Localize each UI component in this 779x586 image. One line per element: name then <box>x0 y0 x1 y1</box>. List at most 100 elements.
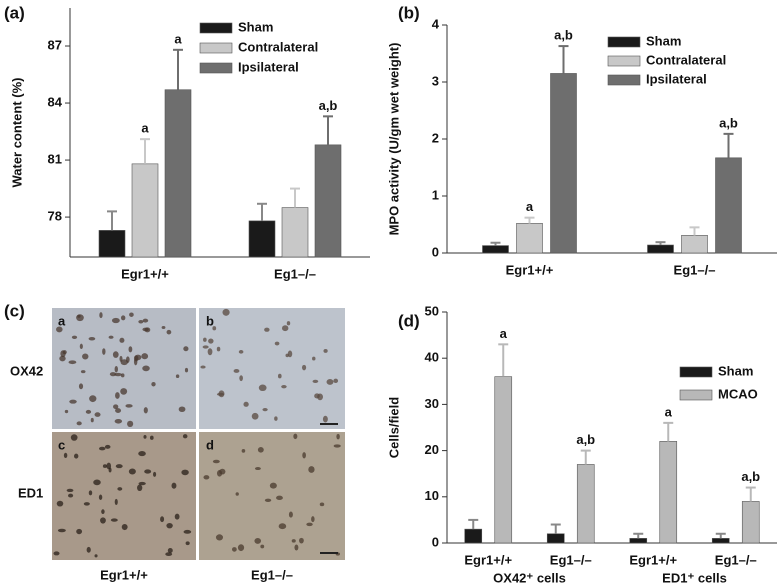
stained-cell <box>117 487 123 491</box>
y-axis-label: Water content (%) <box>9 77 24 187</box>
stained-cell <box>114 372 122 377</box>
bar <box>516 223 543 254</box>
y-tick-label: 40 <box>425 350 439 365</box>
stained-cell <box>274 416 278 421</box>
stained-cell <box>83 502 90 506</box>
stained-cell <box>260 544 265 549</box>
legend-label: Ipsilateral <box>646 71 707 86</box>
stained-cell <box>113 404 119 410</box>
image-label: c <box>58 437 65 452</box>
stained-cell <box>301 364 307 371</box>
stained-cell <box>120 315 126 321</box>
image-label: b <box>206 313 214 328</box>
stained-cell <box>82 353 89 360</box>
stained-cell <box>175 374 180 379</box>
stained-cell <box>215 534 223 541</box>
stained-cell <box>129 312 134 317</box>
stained-cell <box>333 444 341 448</box>
stained-cell <box>56 500 64 507</box>
stained-cell <box>251 412 259 420</box>
stained-cell <box>104 444 111 449</box>
significance-label: a <box>500 326 508 341</box>
stained-cell <box>142 365 150 372</box>
stained-cell <box>312 356 316 361</box>
bar <box>98 230 126 258</box>
stained-cell <box>306 522 313 527</box>
stained-cell <box>281 325 289 332</box>
stained-cell <box>141 353 149 360</box>
stained-cell <box>207 348 213 356</box>
stained-cell <box>264 327 270 332</box>
bar <box>164 89 192 258</box>
stained-cell <box>254 538 262 544</box>
row-label: OX42 <box>10 363 43 378</box>
stained-cell <box>108 335 114 339</box>
y-axis-label: Cells/field <box>386 397 401 458</box>
stained-cell <box>98 494 103 500</box>
stained-cell <box>138 481 146 486</box>
stained-cell <box>94 412 101 417</box>
legend-label: Ipsilateral <box>238 59 299 74</box>
y-tick-label: 0 <box>432 534 439 549</box>
y-tick-label: 78 <box>48 209 62 224</box>
stained-cell <box>77 314 81 318</box>
bar <box>550 73 577 254</box>
stained-cell <box>153 471 157 477</box>
micrographs <box>52 308 345 560</box>
stained-cell <box>114 365 118 373</box>
stained-cell <box>78 383 84 390</box>
stained-cell <box>85 409 92 414</box>
stained-cell <box>76 421 82 426</box>
stained-cell <box>212 459 220 464</box>
bar <box>546 533 565 544</box>
stained-cell <box>269 482 277 489</box>
y-tick-label: 81 <box>48 151 62 166</box>
stained-cell <box>182 434 188 439</box>
stained-cell <box>143 435 147 439</box>
stained-cell <box>121 523 128 531</box>
y-tick-label: 20 <box>425 442 439 457</box>
stained-cell <box>293 433 298 440</box>
stained-cell <box>137 484 143 492</box>
stained-cell <box>183 529 192 534</box>
stained-cell <box>212 326 217 331</box>
stained-cell <box>57 528 66 533</box>
stained-cell <box>115 464 123 469</box>
stained-cell <box>264 498 272 502</box>
stained-cell <box>88 490 93 496</box>
stained-cell <box>86 546 91 553</box>
stained-cell <box>277 373 282 379</box>
stained-cell <box>112 351 119 358</box>
stained-cell <box>138 451 146 457</box>
legend-label: Sham <box>718 363 753 378</box>
legend-label: Contralateral <box>646 52 726 67</box>
legend-swatch <box>679 366 713 378</box>
stained-cell <box>149 435 154 440</box>
stained-cell <box>171 482 177 489</box>
stained-cell <box>120 373 125 378</box>
group-label: OX42⁺ cells <box>493 570 566 585</box>
legend-swatch <box>199 22 233 34</box>
stained-cell <box>90 417 94 423</box>
x-tick-label: Egr1+/+ <box>464 552 512 567</box>
stained-cell <box>99 446 106 451</box>
column-label: Egr1+/+ <box>100 567 148 582</box>
row-label: ED1 <box>18 485 43 500</box>
stained-cell <box>99 312 103 319</box>
stained-cell <box>93 479 101 486</box>
stained-cell <box>102 348 106 355</box>
legend-label: Contralateral <box>238 39 318 54</box>
micrograph <box>52 432 196 560</box>
legend-label: Sham <box>238 19 273 34</box>
stained-cell <box>89 395 97 403</box>
stained-cell <box>258 384 267 392</box>
stained-cell <box>311 516 315 523</box>
stained-cell <box>286 321 291 326</box>
x-tick-label: Eg1–/– <box>274 266 316 281</box>
x-tick-label: Egr1+/+ <box>629 552 677 567</box>
stained-cell <box>128 346 133 353</box>
stained-cell <box>161 325 166 329</box>
stained-cell <box>63 452 68 459</box>
stained-cell <box>70 434 78 441</box>
bar <box>494 376 513 544</box>
